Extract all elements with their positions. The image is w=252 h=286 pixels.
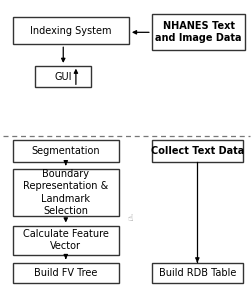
- Bar: [13, 226, 118, 255]
- Bar: [151, 263, 242, 283]
- Bar: [151, 14, 244, 50]
- Text: Build RDB Table: Build RDB Table: [158, 268, 235, 277]
- Bar: [13, 169, 118, 216]
- Bar: [13, 140, 118, 162]
- Text: Build FV Tree: Build FV Tree: [34, 268, 97, 277]
- Text: Calculate Feature
Vector: Calculate Feature Vector: [23, 229, 108, 251]
- Bar: [151, 140, 242, 162]
- Text: Indexing System: Indexing System: [30, 26, 111, 36]
- Text: Segmentation: Segmentation: [31, 146, 100, 156]
- Bar: [13, 263, 118, 283]
- Text: Collect Text Data: Collect Text Data: [150, 146, 243, 156]
- Text: ☝: ☝: [127, 214, 133, 223]
- Bar: [13, 17, 129, 44]
- Text: GUI: GUI: [54, 72, 72, 82]
- Text: Boundary
Representation &
Landmark
Selection: Boundary Representation & Landmark Selec…: [23, 169, 108, 216]
- Text: NHANES Text
and Image Data: NHANES Text and Image Data: [155, 21, 241, 43]
- Bar: [35, 66, 91, 87]
